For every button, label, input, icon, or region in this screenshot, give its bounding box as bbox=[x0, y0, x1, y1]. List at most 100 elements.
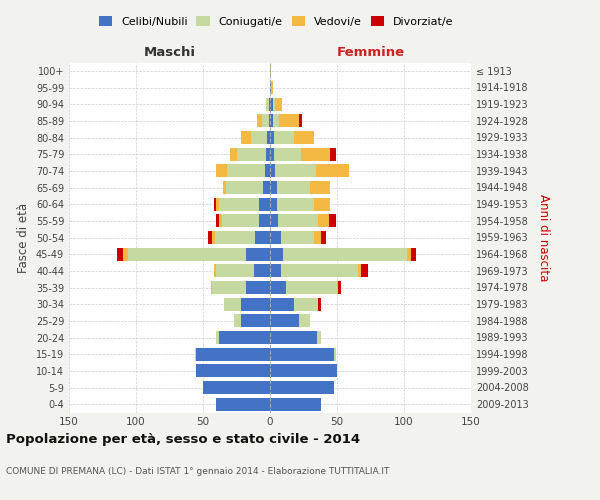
Bar bbox=[316, 164, 349, 177]
Bar bbox=[122, 248, 128, 260]
Bar bbox=[196, 364, 270, 378]
Bar bbox=[275, 98, 282, 110]
Bar bbox=[274, 131, 294, 144]
Bar bbox=[270, 348, 334, 360]
Bar bbox=[270, 314, 299, 328]
Bar bbox=[270, 198, 277, 210]
Bar bbox=[331, 148, 335, 160]
Bar bbox=[236, 148, 266, 160]
Bar bbox=[270, 364, 337, 378]
Bar bbox=[203, 381, 270, 394]
Bar bbox=[241, 298, 270, 310]
Bar bbox=[299, 314, 310, 328]
Bar bbox=[217, 198, 219, 210]
Bar bbox=[257, 114, 262, 128]
Bar bbox=[208, 231, 212, 244]
Bar bbox=[265, 164, 270, 177]
Bar bbox=[255, 231, 270, 244]
Bar bbox=[211, 281, 212, 294]
Bar bbox=[270, 381, 334, 394]
Bar bbox=[234, 314, 241, 328]
Bar bbox=[259, 214, 270, 228]
Bar bbox=[318, 214, 329, 228]
Bar bbox=[272, 114, 280, 128]
Bar bbox=[217, 331, 219, 344]
Bar bbox=[317, 331, 321, 344]
Bar bbox=[270, 164, 275, 177]
Bar bbox=[251, 131, 268, 144]
Bar bbox=[411, 248, 416, 260]
Bar bbox=[299, 114, 302, 128]
Bar bbox=[271, 81, 272, 94]
Bar bbox=[219, 198, 259, 210]
Y-axis label: Anni di nascita: Anni di nascita bbox=[537, 194, 550, 281]
Bar bbox=[217, 164, 227, 177]
Bar bbox=[217, 214, 219, 228]
Bar bbox=[270, 331, 317, 344]
Bar bbox=[217, 264, 254, 278]
Text: Femmine: Femmine bbox=[337, 46, 404, 59]
Bar bbox=[214, 198, 217, 210]
Bar bbox=[241, 131, 251, 144]
Bar bbox=[278, 214, 318, 228]
Bar bbox=[217, 398, 270, 410]
Bar bbox=[270, 81, 271, 94]
Bar bbox=[272, 98, 275, 110]
Y-axis label: Fasce di età: Fasce di età bbox=[17, 202, 30, 272]
Bar bbox=[321, 231, 326, 244]
Bar bbox=[212, 281, 246, 294]
Bar bbox=[263, 181, 270, 194]
Bar bbox=[269, 114, 270, 128]
Bar bbox=[246, 281, 270, 294]
Bar bbox=[314, 231, 321, 244]
Bar bbox=[283, 248, 407, 260]
Bar bbox=[274, 148, 301, 160]
Bar bbox=[286, 281, 337, 294]
Bar bbox=[117, 248, 122, 260]
Bar bbox=[230, 148, 236, 160]
Bar bbox=[226, 181, 263, 194]
Bar bbox=[196, 348, 270, 360]
Bar bbox=[270, 398, 321, 410]
Bar bbox=[270, 181, 277, 194]
Bar bbox=[254, 264, 270, 278]
Bar bbox=[407, 248, 410, 260]
Bar bbox=[223, 181, 226, 194]
Bar bbox=[270, 264, 281, 278]
Bar bbox=[337, 281, 338, 294]
Bar bbox=[212, 231, 215, 244]
Bar bbox=[281, 231, 314, 244]
Bar bbox=[301, 148, 331, 160]
Bar bbox=[270, 114, 272, 128]
Bar bbox=[281, 264, 358, 278]
Bar bbox=[266, 148, 270, 160]
Bar bbox=[219, 214, 222, 228]
Bar bbox=[270, 98, 272, 110]
Bar bbox=[280, 114, 299, 128]
Bar bbox=[338, 281, 341, 294]
Bar bbox=[269, 98, 270, 110]
Bar bbox=[270, 131, 274, 144]
Bar bbox=[358, 264, 361, 278]
Bar bbox=[294, 298, 318, 310]
Bar bbox=[318, 298, 321, 310]
Text: COMUNE DI PREMANA (LC) - Dati ISTAT 1° gennaio 2014 - Elaborazione TUTTITALIA.IT: COMUNE DI PREMANA (LC) - Dati ISTAT 1° g… bbox=[6, 467, 389, 476]
Bar bbox=[270, 281, 286, 294]
Bar bbox=[310, 181, 331, 194]
Bar bbox=[246, 248, 270, 260]
Bar bbox=[222, 214, 259, 228]
Bar bbox=[270, 64, 271, 78]
Bar bbox=[275, 164, 316, 177]
Bar bbox=[219, 331, 270, 344]
Bar bbox=[262, 114, 269, 128]
Bar bbox=[277, 181, 310, 194]
Bar bbox=[270, 231, 281, 244]
Bar bbox=[270, 214, 278, 228]
Bar bbox=[361, 264, 368, 278]
Bar bbox=[329, 214, 335, 228]
Bar bbox=[259, 198, 270, 210]
Bar bbox=[277, 198, 314, 210]
Bar bbox=[268, 131, 270, 144]
Bar bbox=[334, 348, 335, 360]
Bar bbox=[270, 148, 274, 160]
